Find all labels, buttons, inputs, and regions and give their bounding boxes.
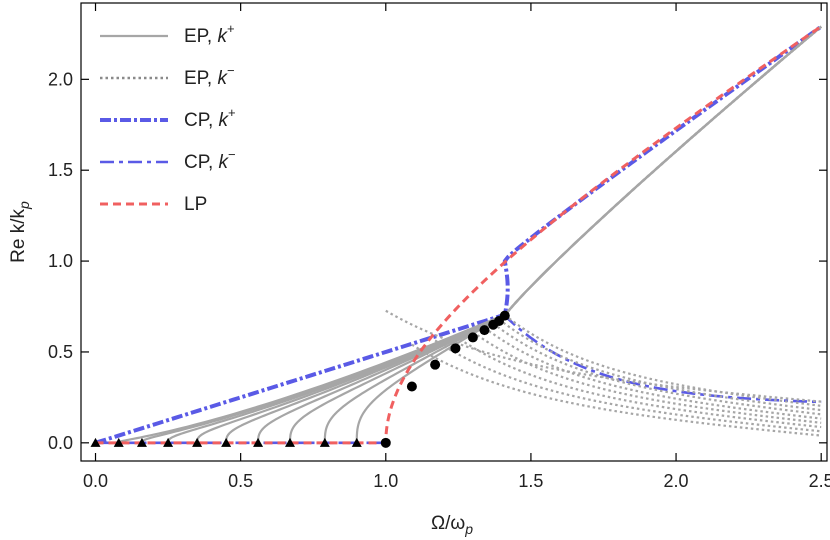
x-tick-label: 2.5 bbox=[809, 471, 830, 491]
y-tick-label: 2.0 bbox=[48, 69, 73, 89]
series-cp-minus bbox=[503, 314, 822, 404]
x-tick-label: 2.0 bbox=[664, 471, 689, 491]
y-axis-title: Re k/kp bbox=[8, 201, 32, 263]
triangle-marker bbox=[136, 437, 147, 447]
triangle-marker bbox=[90, 437, 101, 447]
series-ep-minus-4 bbox=[483, 326, 822, 420]
series-ep-minus-7 bbox=[504, 314, 822, 407]
x-axis-title-main: Ω/ω bbox=[431, 513, 465, 534]
y-tick-label: 1.0 bbox=[48, 251, 73, 271]
triangle-marker bbox=[192, 437, 203, 447]
exceptional-point-marker bbox=[467, 332, 478, 343]
legend-label-text: LP bbox=[184, 194, 207, 215]
plot-frame bbox=[80, 2, 828, 462]
exceptional-point-marker bbox=[450, 343, 461, 354]
x-axis-title: Ω/ωp bbox=[431, 513, 473, 537]
x-tick-label: 1.5 bbox=[518, 471, 543, 491]
legend-label-text: EP, bbox=[184, 26, 217, 47]
legend: EP, k+EP, k−CP, k+CP, k−LP bbox=[100, 21, 236, 215]
triangle-marker bbox=[163, 437, 174, 447]
legend-label-text: CP, bbox=[184, 110, 219, 131]
triangle-marker bbox=[113, 437, 124, 447]
triangle-marker bbox=[221, 437, 232, 447]
legend-label-sup: + bbox=[228, 105, 236, 120]
axis-ticks: 0.0 0.5 1.0 1.5 2.0 2.5 0.0 0.5 1.0 1.5 2.0 bbox=[48, 3, 830, 491]
legend-label-text: EP, bbox=[184, 68, 217, 89]
series-cp-plus bbox=[94, 25, 823, 445]
legend-label-var: k bbox=[219, 152, 230, 173]
legend-label-text: CP, bbox=[184, 152, 219, 173]
triangle-marker bbox=[253, 437, 264, 447]
series-ep-minus-1 bbox=[434, 339, 822, 433]
y-tick-label: 1.5 bbox=[48, 160, 73, 180]
series-ep-minus-8 bbox=[385, 309, 822, 403]
y-tick-label: 0.0 bbox=[48, 433, 73, 453]
markers bbox=[90, 310, 510, 448]
legend-label-sup: − bbox=[228, 147, 236, 162]
legend-label-sup: − bbox=[227, 63, 235, 78]
y-tick-label: 0.5 bbox=[48, 342, 73, 362]
series-ep-minus-0 bbox=[411, 343, 822, 437]
exceptional-point-marker bbox=[406, 381, 417, 392]
series-ep-minus-2 bbox=[454, 335, 822, 429]
exceptional-point-marker bbox=[499, 310, 510, 321]
legend-label-cp-minus: CP, k− bbox=[184, 147, 236, 173]
legend-label-sup: + bbox=[227, 21, 235, 36]
legend-label-var: k bbox=[217, 26, 228, 47]
legend-label-ep-plus: EP, k+ bbox=[184, 21, 235, 47]
triangle-marker bbox=[284, 437, 295, 447]
legend-label-var: k bbox=[217, 68, 228, 89]
triangle-marker bbox=[319, 437, 330, 447]
exceptional-point-marker bbox=[479, 325, 490, 336]
y-axis-title-sub: p bbox=[16, 201, 32, 210]
series-lp bbox=[95, 25, 823, 445]
exceptional-point-marker bbox=[430, 359, 441, 370]
y-axis-title-main: Re k/k bbox=[8, 208, 29, 262]
x-tick-label: 0.5 bbox=[228, 471, 253, 491]
x-tick-label: 0.0 bbox=[83, 471, 108, 491]
exceptional-point-marker bbox=[380, 437, 391, 448]
legend-label-ep-minus: EP, k− bbox=[184, 63, 235, 89]
legend-label-lp: LP bbox=[184, 194, 207, 215]
legend-label-var: k bbox=[219, 110, 230, 131]
triangle-marker bbox=[351, 437, 362, 447]
x-axis-title-sub: p bbox=[464, 521, 473, 537]
legend-label-cp-plus: CP, k+ bbox=[184, 105, 236, 131]
x-tick-label: 1.0 bbox=[373, 471, 398, 491]
